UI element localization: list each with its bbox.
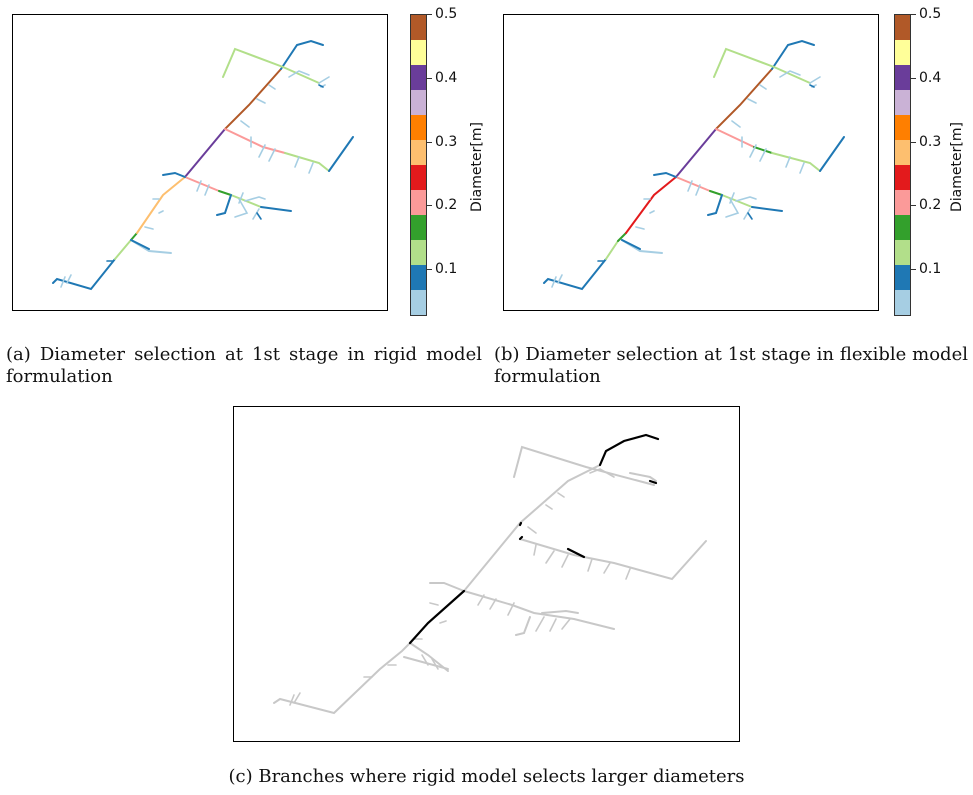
colorbar-b-swatch-8 [895,115,910,140]
colorbar-b-swatch-5 [895,190,910,215]
colorbar-a-swatch-8 [411,115,426,140]
network-diagram-b [543,39,845,291]
colorbar-a-swatch-9 [411,90,426,115]
colorbar-a-swatch-12 [411,15,426,40]
caption-a: (a) Diameter selection at 1st stage in r… [6,344,482,387]
colorbar-b-swatch-4 [895,215,910,240]
colorbar-b-tick: 0.2 [910,197,942,213]
colorbar-a-swatch-3 [411,240,426,265]
colorbar-a-label: Diameter[m] [469,122,485,212]
colorbar-b-swatch-9 [895,90,910,115]
colorbar-b-tick: 0.5 [910,6,942,22]
colorbar-a-swatch-10 [411,65,426,90]
colorbar-b-swatch-12 [895,15,910,40]
colorbar-b-swatch-7 [895,140,910,165]
colorbar-a-tick: 0.5 [426,6,458,22]
colorbar-b-label: Diameter[m] [949,122,965,212]
network-diagram-a [52,39,354,291]
panel-a-network-rigid [12,14,388,311]
colorbar-a-swatch-11 [411,40,426,65]
colorbar-a-swatch-5 [411,190,426,215]
colorbar-a [410,14,427,316]
colorbar-b-swatch-11 [895,40,910,65]
colorbar-a-swatch-4 [411,215,426,240]
colorbar-a-swatch-7 [411,140,426,165]
colorbar-b-swatch-1 [895,290,910,315]
colorbar-a-tick: 0.3 [426,134,458,150]
colorbar-b-tick: 0.1 [910,261,942,277]
panel-b-network-flexible [503,14,879,311]
colorbar-a-tick: 0.4 [426,70,458,86]
colorbar-b [894,14,911,316]
colorbar-a-swatch-6 [411,165,426,190]
colorbar-b-tick: 0.3 [910,134,942,150]
colorbar-b-tick: 0.4 [910,70,942,86]
colorbar-b-swatch-2 [895,265,910,290]
colorbar-a-tick: 0.1 [426,261,458,277]
colorbar-b-swatch-10 [895,65,910,90]
colorbar-b-swatch-3 [895,240,910,265]
colorbar-a-swatch-1 [411,290,426,315]
colorbar-a-tick: 0.2 [426,197,458,213]
caption-b: (b) Diameter selection at 1st stage in f… [494,344,968,387]
network-diagram-c [273,433,707,715]
caption-c: (c) Branches where rigid model selects l… [228,766,745,787]
panel-c-larger-diameter-branches [233,406,740,742]
colorbar-a-swatch-2 [411,265,426,290]
colorbar-b-swatch-6 [895,165,910,190]
